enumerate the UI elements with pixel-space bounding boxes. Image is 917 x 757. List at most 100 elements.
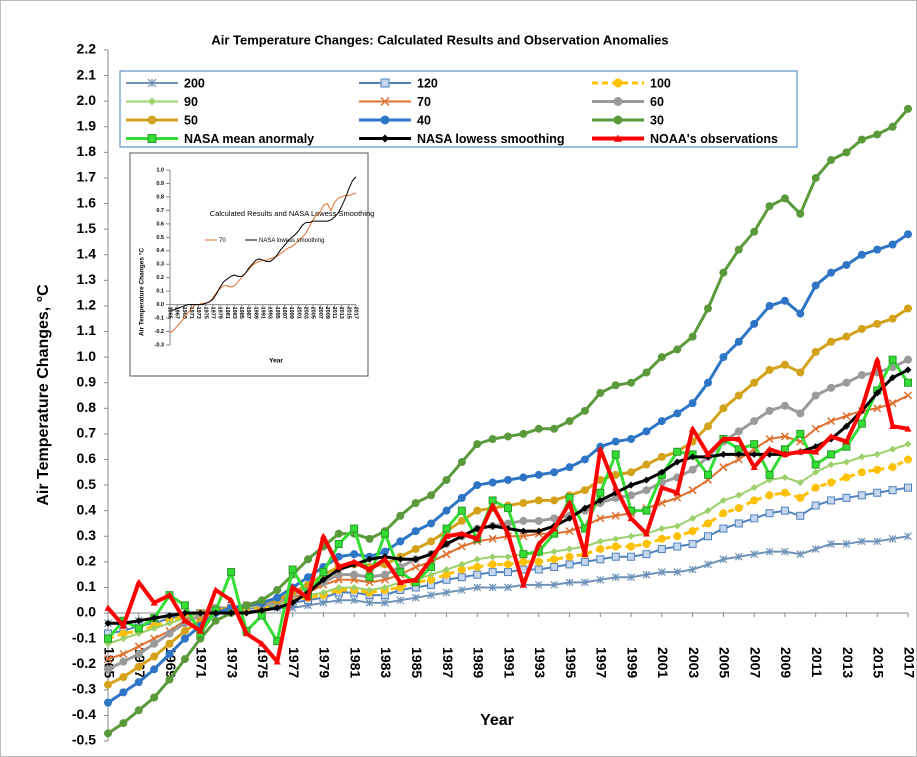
marker — [811, 281, 820, 290]
x-tick-label: 2015 — [871, 647, 887, 678]
y-tick-label: 1.0 — [156, 167, 164, 173]
marker — [566, 545, 574, 553]
marker — [780, 547, 789, 556]
marker — [350, 596, 359, 605]
marker — [889, 445, 897, 453]
marker — [534, 424, 543, 433]
x-tick-label: 2013 — [840, 647, 856, 678]
marker — [350, 570, 359, 579]
inset-title: Calculated Results and NASA Lowess Smoot… — [210, 209, 375, 218]
marker — [873, 319, 882, 328]
inset-legend-label: NASA lowess smoothing — [259, 238, 324, 244]
marker — [888, 463, 897, 472]
x-tick-label: 2011 — [809, 647, 825, 678]
marker — [489, 502, 497, 509]
marker — [888, 355, 897, 364]
marker — [580, 455, 589, 464]
marker — [857, 537, 866, 546]
marker — [473, 506, 482, 515]
marker — [688, 399, 697, 408]
marker — [719, 450, 727, 458]
marker — [581, 504, 589, 512]
y-tick-label: 0.3 — [77, 527, 97, 543]
marker — [611, 437, 620, 446]
marker — [734, 552, 743, 561]
marker — [565, 578, 574, 587]
marker — [627, 532, 635, 540]
marker — [780, 506, 789, 515]
marker — [596, 514, 605, 523]
legend-label: 60 — [650, 95, 664, 109]
marker — [165, 675, 174, 684]
marker — [457, 542, 466, 551]
marker — [873, 245, 882, 254]
marker — [504, 560, 512, 569]
marker — [750, 484, 758, 492]
marker — [735, 491, 743, 499]
marker — [611, 511, 620, 520]
x-tick-label: 2011 — [331, 307, 337, 319]
x-tick-label: 1989 — [471, 647, 487, 678]
legend-label: 100 — [650, 76, 671, 90]
marker — [165, 629, 174, 638]
y-tick-label: -0.2 — [72, 655, 96, 671]
marker — [134, 649, 143, 658]
x-tick-label: 1983 — [378, 647, 394, 678]
marker — [150, 693, 159, 702]
marker — [657, 568, 666, 577]
marker — [627, 573, 636, 582]
marker — [519, 532, 528, 541]
marker — [873, 465, 882, 474]
marker — [504, 568, 512, 577]
marker — [319, 589, 327, 597]
marker — [688, 539, 697, 548]
marker — [780, 401, 789, 410]
marker — [427, 491, 436, 500]
x-tick-label: 2007 — [747, 647, 763, 678]
marker — [780, 296, 789, 305]
y-tick-label: -0.1 — [72, 629, 96, 645]
marker — [304, 594, 312, 601]
legend-label: NASA lowess smoothing — [417, 132, 564, 146]
marker — [750, 227, 759, 236]
marker — [734, 337, 743, 346]
marker — [427, 519, 436, 528]
marker — [565, 463, 574, 472]
marker — [765, 509, 774, 518]
x-tick-label: 2001 — [295, 307, 301, 319]
marker — [180, 655, 189, 664]
marker — [550, 580, 559, 589]
marker — [504, 475, 512, 484]
marker — [350, 524, 359, 533]
marker — [427, 537, 436, 546]
marker — [165, 639, 174, 648]
marker — [488, 478, 497, 487]
marker — [519, 527, 527, 535]
marker — [411, 498, 420, 507]
x-tick-label: 1995 — [274, 307, 280, 319]
marker — [488, 560, 497, 569]
x-tick-label: 1993 — [267, 307, 273, 319]
marker — [196, 627, 204, 634]
y-tick-label: -0.2 — [155, 329, 164, 335]
marker — [642, 368, 651, 377]
marker — [596, 388, 605, 397]
y-tick-label: 1.6 — [77, 194, 97, 210]
marker — [658, 525, 666, 533]
marker — [627, 552, 636, 561]
marker — [104, 634, 112, 643]
marker — [442, 532, 450, 540]
marker — [565, 560, 574, 569]
marker — [380, 78, 390, 88]
marker — [735, 435, 743, 442]
marker — [242, 609, 250, 617]
marker — [689, 514, 697, 522]
marker — [457, 586, 466, 594]
marker — [719, 463, 728, 472]
marker — [289, 583, 297, 591]
marker — [734, 519, 743, 528]
marker — [657, 353, 666, 362]
legend-label: 200 — [184, 76, 205, 90]
y-tick-label: 0.3 — [156, 262, 164, 268]
